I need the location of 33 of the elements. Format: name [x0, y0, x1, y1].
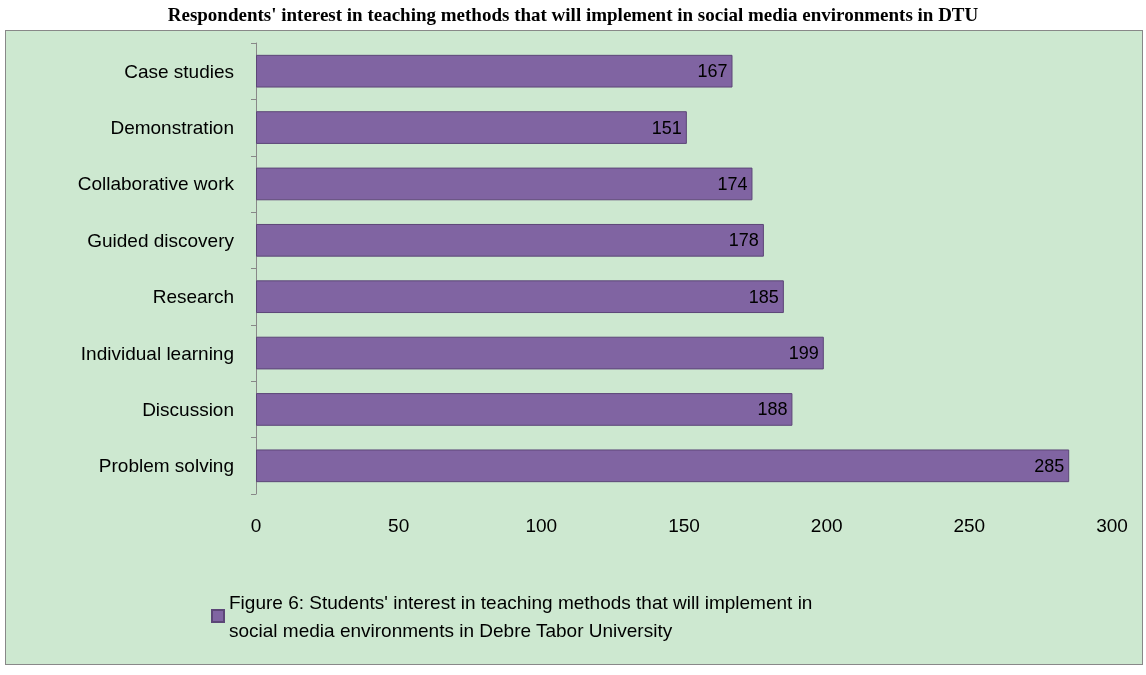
data-label: 178 — [728, 230, 759, 251]
x-tick-label: 100 — [525, 515, 558, 536]
bar — [256, 111, 687, 144]
y-tick-label: Case studies — [124, 60, 234, 82]
y-tick-label: Collaborative work — [77, 173, 235, 195]
x-tick-label: 50 — [388, 515, 410, 536]
legend-label: Figure 6: Students' interest in teaching methods that will implement in social media environments in Debre Tabor University — [229, 591, 818, 641]
data-label: 151 — [651, 117, 682, 138]
x-tick-label: 150 — [668, 515, 700, 536]
bar — [256, 54, 733, 88]
y-tick-label: Problem solving — [98, 455, 234, 477]
data-label: 167 — [697, 61, 728, 82]
y-tick-label: Demonstration — [110, 117, 234, 139]
y-tick-label: Guided discovery — [87, 229, 235, 251]
y-tick-label: Individual learning — [80, 342, 234, 364]
y-tick-label: Research — [152, 286, 234, 308]
data-label: 199 — [788, 343, 819, 364]
bar — [256, 449, 1070, 483]
data-label: 174 — [717, 173, 748, 194]
y-tick-label: Discussion — [142, 398, 234, 420]
data-label: 188 — [757, 399, 788, 420]
x-tick-label: 0 — [250, 515, 262, 536]
chart-title: Respondents' interest in teaching methods that will implement in social media environments in DTU — [166, 3, 980, 27]
x-tick-label: 250 — [953, 515, 986, 536]
bar — [256, 280, 784, 314]
x-tick-label: 300 — [1096, 515, 1128, 536]
bar — [256, 223, 764, 257]
bar — [256, 393, 793, 426]
data-label: 185 — [748, 286, 779, 307]
data-label: 285 — [1034, 455, 1065, 476]
bar — [256, 336, 824, 370]
x-tick-label: 200 — [810, 515, 843, 536]
bar — [256, 167, 753, 201]
